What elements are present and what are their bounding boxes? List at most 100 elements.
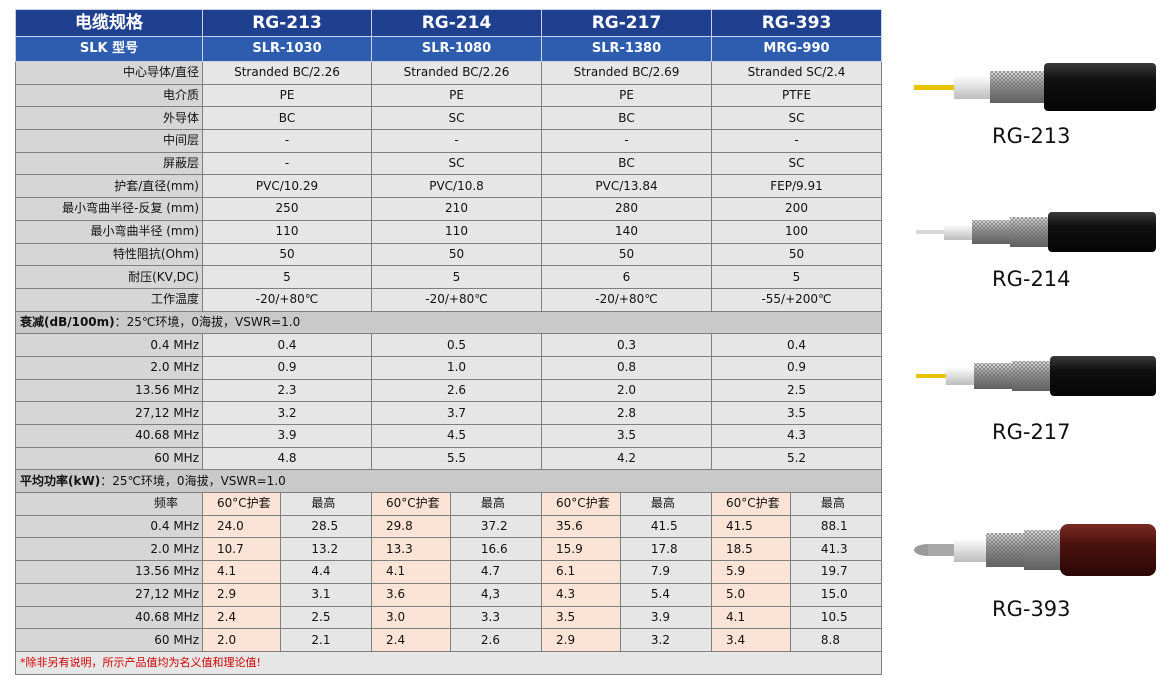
property-value: 110	[371, 219, 542, 244]
power-max-value: 2.5	[280, 606, 371, 628]
split-row: 10.7 13.2	[203, 538, 371, 560]
property-value: 50	[711, 242, 882, 267]
rg393-caption: RG-393	[992, 597, 1071, 621]
attenuation-value: 3.5	[711, 401, 882, 425]
split-row: 15.9 17.8	[542, 538, 711, 560]
model-header-row: 电缆规格 RG-213 RG-214 RG-217 RG-393	[15, 9, 882, 37]
model-header-cell: RG-213	[202, 9, 372, 37]
property-value: 5	[202, 265, 372, 289]
property-value: -	[202, 129, 372, 153]
property-value: PVC/10.8	[371, 174, 542, 199]
split-cell: 2.0 2.1	[203, 629, 371, 651]
property-value: PE	[371, 83, 542, 108]
split-row: 4.1 4.7	[372, 561, 541, 583]
split-cell: 24.0 28.5	[203, 516, 371, 537]
property-value: -	[202, 151, 372, 176]
power-section-row: 平均功率(kW)：25℃环境，0海拔，VSWR=1.0	[15, 469, 882, 494]
power-60c-value: 3.6	[372, 584, 451, 606]
property-value: 280	[541, 197, 712, 221]
split-cell: 3.0 3.3	[372, 606, 541, 628]
split-cell: 15.9 17.8	[542, 538, 711, 560]
power-value-pair: 3.0 3.3	[371, 605, 542, 630]
split-row: 2.9 3.1	[203, 584, 371, 606]
power-max-value: 17.8	[620, 538, 711, 560]
property-label: 最小弯曲半径-反复 (mm)	[15, 197, 203, 221]
power-header-pair: 60°C护套 最高	[202, 492, 372, 516]
power-60c-header: 60°C护套	[372, 493, 451, 515]
property-label: 屏蔽层	[15, 151, 203, 176]
power-value-pair: 41.5 88.1	[711, 514, 882, 539]
split-row: 4.1 4.4	[203, 561, 371, 583]
attenuation-value: 5.2	[711, 446, 882, 471]
rg217-caption: RG-217	[992, 420, 1071, 444]
property-row: 屏蔽层 - SC BC SC	[15, 151, 882, 176]
power-max-value: 4.7	[450, 561, 541, 583]
power-max-value: 3.3	[450, 606, 541, 628]
power-60c-value: 2.0	[203, 629, 282, 651]
property-value: BC	[541, 151, 712, 176]
rg213-cable-image	[908, 60, 1166, 116]
property-value: PE	[202, 83, 372, 108]
power-max-header: 最高	[790, 493, 881, 515]
power-column-header-row: 频率 60°C护套 最高 60°C护套 最高 60°C护套 最高 60°C护套 最高	[15, 492, 882, 516]
split-cell: 60°C护套 最高	[203, 493, 371, 515]
attenuation-value: 0.4	[202, 333, 372, 357]
split-cell: 2.4 2.6	[372, 629, 541, 651]
split-cell: 10.7 13.2	[203, 538, 371, 560]
power-60c-value: 4.1	[372, 561, 451, 583]
power-frequency: 0.4 MHz	[15, 514, 203, 539]
attenuation-title-bold: 衰减(dB/100m)	[20, 314, 115, 329]
split-row: 2.4 2.5	[203, 606, 371, 628]
power-row: 27,12 MHz 2.9 3.1 3.6 4,3 4.3 5.4 5.0 15.0	[15, 582, 882, 607]
power-max-value: 37.2	[450, 516, 541, 537]
split-cell: 18.5 41.3	[712, 538, 881, 560]
power-value-pair: 3.6 4,3	[371, 582, 542, 607]
power-max-value: 2.1	[280, 629, 371, 651]
split-row: 60°C护套 最高	[203, 493, 371, 515]
power-frequency: 13.56 MHz	[15, 560, 203, 584]
rg214-caption: RG-214	[992, 267, 1071, 291]
power-value-pair: 6.1 7.9	[541, 560, 712, 584]
power-value-pair: 4.1 4.4	[202, 560, 372, 584]
property-value: SC	[371, 151, 542, 176]
split-row: 3.6 4,3	[372, 584, 541, 606]
power-row: 40.68 MHz 2.4 2.5 3.0 3.3 3.5 3.9 4.1 10.5	[15, 605, 882, 630]
split-cell: 3.6 4,3	[372, 584, 541, 606]
slk-model-cell: SLR-1030	[202, 36, 372, 62]
power-value-pair: 4.1 4.7	[371, 560, 542, 584]
power-value-pair: 2.9 3.2	[541, 628, 712, 652]
power-60c-value: 35.6	[542, 516, 621, 537]
property-value: -20/+80℃	[202, 287, 372, 312]
property-value: 5	[371, 265, 542, 289]
split-row: 41.5 88.1	[712, 516, 881, 537]
slk-model-cell: SLR-1380	[541, 36, 712, 62]
property-label: 外导体	[15, 106, 203, 131]
property-value: PTFE	[711, 83, 882, 108]
attenuation-value: 0.9	[202, 355, 372, 380]
spec-label-cell: 电缆规格	[15, 9, 203, 37]
model-header-cell: RG-214	[371, 9, 542, 37]
power-value-pair: 5.9 19.7	[711, 560, 882, 584]
power-value-pair: 15.9 17.8	[541, 537, 712, 562]
power-frequency: 40.68 MHz	[15, 605, 203, 630]
power-max-header: 最高	[450, 493, 541, 515]
split-row: 60°C护套 最高	[542, 493, 711, 515]
split-cell: 60°C护套 最高	[542, 493, 711, 515]
power-60c-value: 4.3	[542, 584, 621, 606]
rg213-caption: RG-213	[992, 124, 1071, 148]
property-value: 200	[711, 197, 882, 221]
power-value-pair: 3.4 8.8	[711, 628, 882, 652]
power-60c-value: 4.1	[712, 606, 791, 628]
split-cell: 13.3 16.6	[372, 538, 541, 560]
power-title-bold: 平均功率(kW)	[20, 473, 101, 488]
attenuation-row: 0.4 MHz 0.4 0.5 0.3 0.4	[15, 333, 882, 357]
power-60c-value: 2.4	[203, 606, 282, 628]
property-row: 中间层 - - - -	[15, 129, 882, 153]
property-row: 护套/直径(mm) PVC/10.29 PVC/10.8 PVC/13.84 FEP/9…	[15, 174, 882, 199]
property-value: BC	[202, 106, 372, 131]
property-value: SC	[711, 106, 882, 131]
power-value-pair: 2.9 3.1	[202, 582, 372, 607]
attenuation-row: 13.56 MHz 2.3 2.6 2.0 2.5	[15, 378, 882, 403]
rg393-cable-image	[908, 518, 1166, 582]
power-60c-header: 60°C护套	[203, 493, 282, 515]
